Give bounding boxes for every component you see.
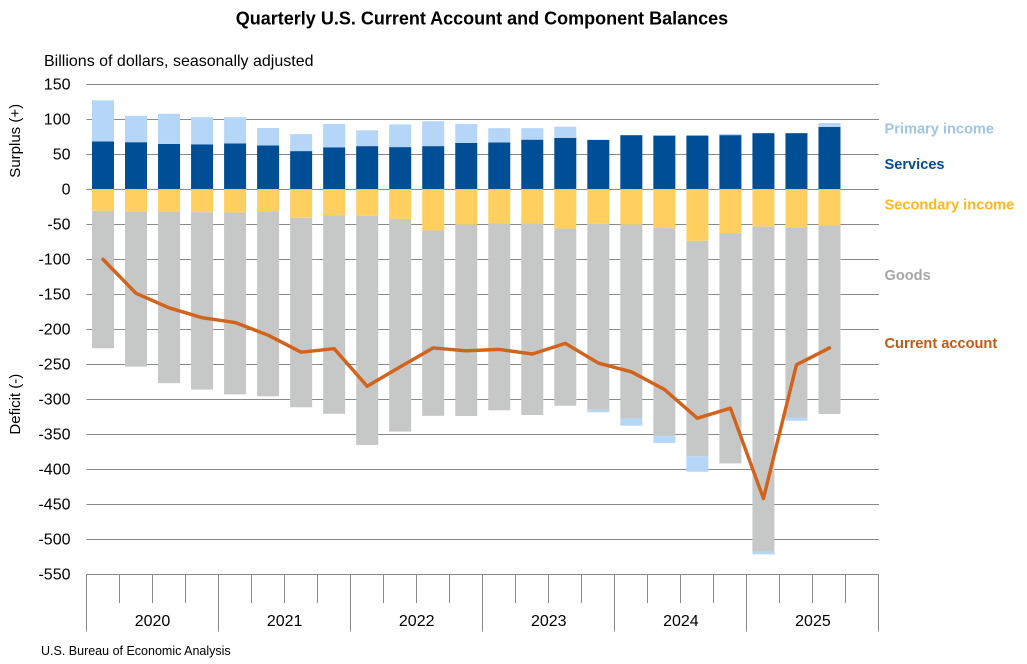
svg-text:Surplus (+): Surplus (+): [7, 104, 24, 178]
svg-text:-350: -350: [38, 427, 70, 444]
svg-text:-550: -550: [38, 567, 70, 584]
svg-text:100: 100: [44, 112, 71, 129]
svg-text:2024: 2024: [663, 613, 699, 630]
svg-text:-100: -100: [38, 252, 70, 269]
svg-text:-300: -300: [38, 392, 70, 409]
svg-text:Secondary income: Secondary income: [885, 198, 1015, 214]
svg-text:0: 0: [62, 182, 71, 199]
svg-text:2020: 2020: [135, 613, 171, 630]
svg-text:-200: -200: [38, 322, 70, 339]
svg-text:2023: 2023: [531, 613, 567, 630]
svg-text:Goods: Goods: [885, 268, 931, 284]
svg-text:-400: -400: [38, 462, 70, 479]
svg-text:150: 150: [44, 77, 71, 94]
svg-text:Primary income: Primary income: [885, 122, 995, 138]
svg-text:Billions of dollars, seasonall: Billions of dollars, seasonally adjusted: [44, 53, 313, 70]
svg-text:U.S. Bureau of Economic Analys: U.S. Bureau of Economic Analysis: [41, 644, 231, 658]
svg-text:2021: 2021: [267, 613, 303, 630]
svg-text:-450: -450: [38, 497, 70, 514]
svg-text:Services: Services: [885, 157, 945, 173]
svg-text:2025: 2025: [795, 613, 831, 630]
svg-text:2022: 2022: [399, 613, 435, 630]
svg-text:Quarterly U.S. Current Account: Quarterly U.S. Current Account and Compo…: [236, 9, 728, 29]
svg-text:-250: -250: [38, 357, 70, 374]
svg-text:-50: -50: [47, 217, 70, 234]
svg-text:50: 50: [53, 147, 71, 164]
svg-text:Current account: Current account: [885, 336, 998, 352]
svg-text:Deficit (-): Deficit (-): [7, 374, 24, 435]
svg-text:-150: -150: [38, 287, 70, 304]
svg-text:-500: -500: [38, 532, 70, 549]
